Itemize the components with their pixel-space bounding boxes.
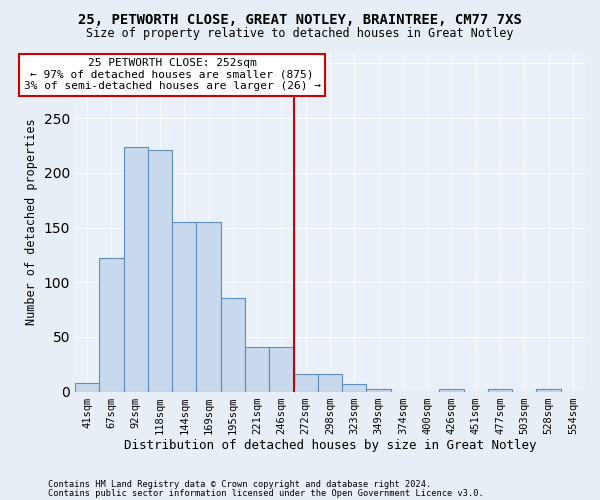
Bar: [536, 390, 561, 392]
Text: 25 PETWORTH CLOSE: 252sqm
← 97% of detached houses are smaller (875)
3% of semi-: 25 PETWORTH CLOSE: 252sqm ← 97% of detac…: [23, 58, 320, 91]
Text: Contains HM Land Registry data © Crown copyright and database right 2024.: Contains HM Land Registry data © Crown c…: [48, 480, 431, 489]
Bar: [172, 222, 196, 392]
Bar: [221, 298, 245, 392]
Bar: [124, 146, 148, 392]
Bar: [367, 390, 391, 392]
Bar: [293, 374, 318, 392]
Y-axis label: Number of detached properties: Number of detached properties: [25, 118, 38, 326]
Bar: [75, 383, 99, 392]
Bar: [269, 346, 293, 392]
Bar: [439, 390, 464, 392]
Text: Size of property relative to detached houses in Great Notley: Size of property relative to detached ho…: [86, 28, 514, 40]
Bar: [488, 390, 512, 392]
Bar: [318, 374, 342, 392]
Bar: [148, 150, 172, 392]
Bar: [99, 258, 124, 392]
Bar: [245, 346, 269, 392]
Bar: [342, 384, 367, 392]
X-axis label: Distribution of detached houses by size in Great Notley: Distribution of detached houses by size …: [124, 440, 536, 452]
Text: Contains public sector information licensed under the Open Government Licence v3: Contains public sector information licen…: [48, 488, 484, 498]
Text: 25, PETWORTH CLOSE, GREAT NOTLEY, BRAINTREE, CM77 7XS: 25, PETWORTH CLOSE, GREAT NOTLEY, BRAINT…: [78, 12, 522, 26]
Bar: [196, 222, 221, 392]
